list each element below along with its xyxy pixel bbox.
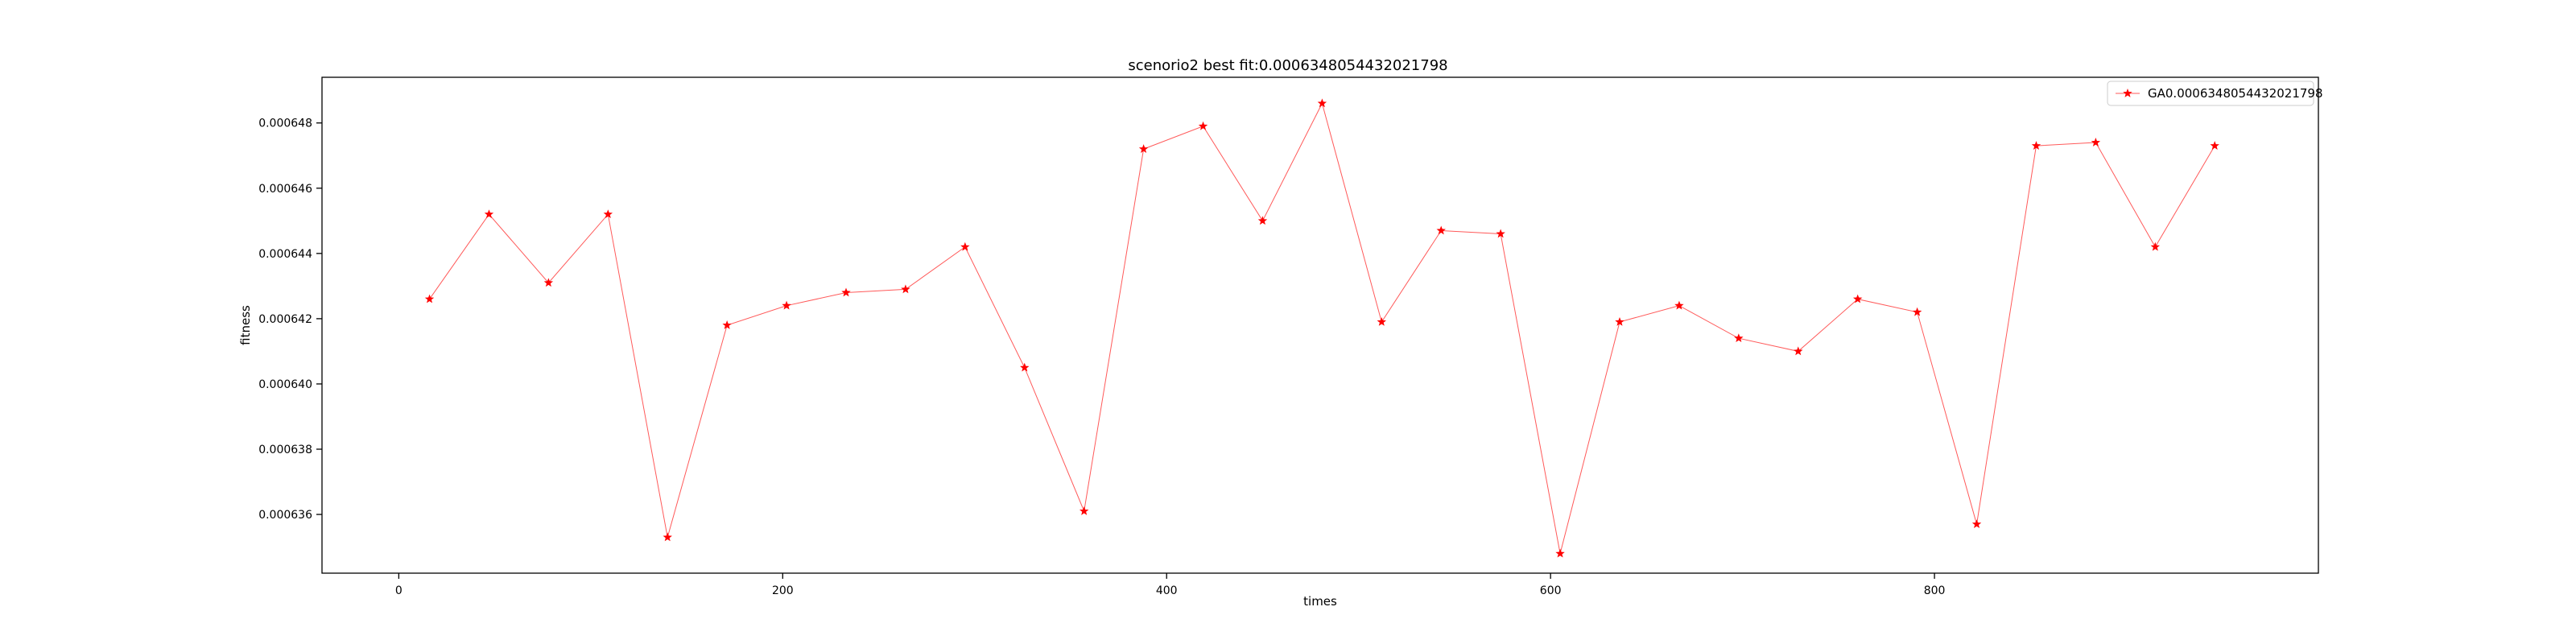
y-tick-label: 0.000636 <box>258 509 312 522</box>
legend-label: GA0.0006348054432021798 <box>2148 86 2323 101</box>
x-tick-label: 0 <box>395 584 402 597</box>
legend: GA0.0006348054432021798 <box>2107 80 2323 106</box>
data-point <box>1674 300 1684 310</box>
y-tick-label: 0.000642 <box>258 313 312 326</box>
x-tick-label: 400 <box>1156 584 1178 597</box>
x-tick-label: 600 <box>1540 584 1562 597</box>
data-point <box>603 209 613 219</box>
data-point <box>1615 316 1624 326</box>
data-point <box>1079 506 1089 515</box>
chart-title: scenorio2 best fit:0.0006348054432021798 <box>1128 57 1447 74</box>
y-tick-label: 0.000638 <box>258 444 312 456</box>
y-tick-label: 0.000640 <box>258 378 312 391</box>
data-point <box>901 284 910 294</box>
data-point <box>1020 362 1030 372</box>
y-axis-title: fitness <box>238 305 253 345</box>
data-point <box>424 294 435 303</box>
data-point <box>2210 141 2219 150</box>
legend-marker <box>2123 89 2132 97</box>
data-point <box>1317 98 1327 108</box>
data-point <box>1971 519 1982 529</box>
data-point <box>1377 316 1387 326</box>
data-point <box>543 278 554 287</box>
data-point <box>484 209 494 219</box>
legend-frame <box>2107 80 2314 106</box>
plot-frame <box>321 76 2319 574</box>
data-point <box>1852 294 1863 303</box>
data-point <box>1138 144 1149 154</box>
y-tick-label: 0.000646 <box>258 183 312 196</box>
data-point <box>1555 548 1565 558</box>
data-point <box>1734 333 1744 343</box>
data-point <box>2031 141 2041 150</box>
data-point <box>2091 138 2101 147</box>
data-point <box>1496 229 1505 238</box>
data-point <box>782 300 791 310</box>
data-point <box>722 320 732 329</box>
x-tick-label: 200 <box>772 584 794 597</box>
data-point <box>1794 346 1803 356</box>
data-point <box>1912 307 1922 316</box>
x-axis-title: times <box>1303 594 1337 609</box>
data-point <box>1198 121 1208 130</box>
y-tick-label: 0.000644 <box>258 248 312 261</box>
data-point <box>1436 225 1446 235</box>
data-point <box>2150 242 2161 251</box>
plot-area <box>424 98 2219 558</box>
x-axis: 0 200 400 600 800 <box>395 573 1946 597</box>
y-axis: 0.000636 0.000638 0.000640 0.000642 0.000644… <box>258 118 322 522</box>
y-tick-label: 0.000648 <box>258 118 312 130</box>
x-tick-label: 800 <box>1924 584 1946 597</box>
data-point <box>663 532 672 542</box>
series-line <box>429 102 2215 554</box>
data-point <box>960 242 970 251</box>
data-point <box>1257 216 1268 225</box>
data-point <box>841 287 851 297</box>
